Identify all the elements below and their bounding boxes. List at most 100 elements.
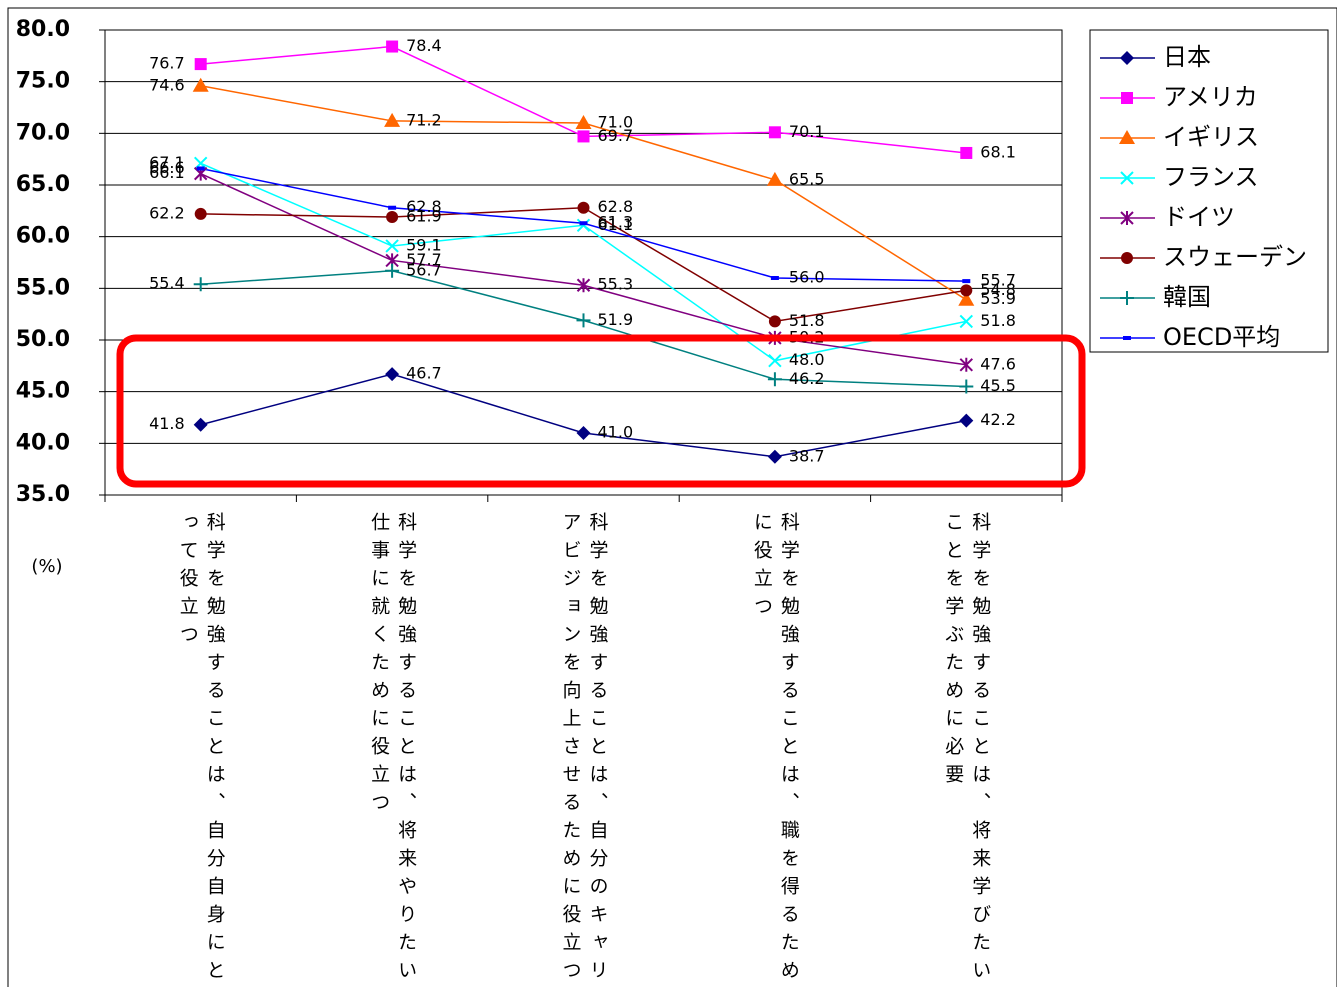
marker [577, 201, 590, 214]
data-label: 69.7 [598, 126, 634, 145]
marker [962, 279, 971, 284]
data-label: 70.1 [789, 122, 825, 141]
data-label: 48.0 [789, 350, 825, 369]
x-tick-label: 科学を勉強することは、将来学びたいことを学ぶために必要 [942, 512, 992, 987]
marker [960, 146, 973, 159]
legend-label: アメリカ [1163, 83, 1258, 111]
marker [959, 314, 974, 329]
marker [385, 263, 400, 278]
marker [958, 291, 975, 306]
marker [576, 278, 591, 293]
legend-marker [1121, 252, 1133, 264]
marker [388, 205, 397, 210]
marker [386, 40, 399, 53]
data-label: 65.5 [789, 169, 825, 188]
data-label: 62.8 [598, 197, 634, 216]
marker [960, 284, 973, 297]
data-label: 38.7 [789, 446, 825, 465]
data-label: 61.1 [598, 215, 634, 234]
marker [959, 379, 974, 394]
legend-label: 日本 [1163, 43, 1211, 71]
data-label: 46.2 [789, 369, 825, 388]
y-tick-label: 45.0 [16, 379, 70, 404]
marker [768, 353, 782, 368]
legend-marker [1120, 171, 1134, 185]
legend-label: ドイツ [1163, 203, 1235, 231]
marker [384, 112, 401, 127]
data-label: 42.2 [980, 410, 1016, 429]
data-label: 66.1 [149, 163, 185, 182]
data-label: 41.8 [149, 414, 185, 433]
marker [576, 426, 591, 440]
frame [7, 7, 1337, 987]
data-label: 56.7 [406, 260, 442, 279]
legend-label: スウェーデン [1163, 243, 1307, 271]
highlight-box [116, 334, 1086, 488]
y-tick-label: 65.0 [16, 172, 70, 197]
data-label: 78.4 [406, 36, 442, 55]
y-tick-label: 50.0 [16, 327, 70, 352]
marker [768, 315, 781, 328]
marker [767, 372, 782, 387]
marker [386, 211, 399, 224]
marker [768, 126, 781, 139]
data-label: 51.9 [598, 310, 634, 329]
data-label: 55.7 [980, 271, 1016, 290]
marker [385, 239, 399, 253]
data-label: 55.3 [598, 275, 634, 294]
data-label: 71.2 [406, 110, 442, 129]
marker [576, 313, 591, 328]
legend-label: OECD平均 [1163, 323, 1280, 351]
data-label: 56.0 [789, 268, 825, 287]
data-label: 74.6 [149, 75, 185, 94]
data-label: 61.3 [598, 213, 634, 232]
data-label: 59.1 [406, 235, 442, 254]
data-label: 54.8 [980, 280, 1016, 299]
data-label: 61.9 [406, 207, 442, 226]
x-tick-label: 科学を勉強することは、将来やりたい仕事に就くために役立つ [368, 512, 418, 987]
marker [959, 413, 974, 428]
data-label: 47.6 [980, 354, 1016, 373]
marker [193, 277, 208, 292]
marker [770, 276, 779, 280]
data-label: 57.7 [406, 250, 442, 269]
y-unit: (%) [31, 556, 62, 577]
y-tick-label: 70.0 [16, 120, 70, 145]
y-tick-label: 80.0 [16, 17, 70, 42]
data-label: 41.0 [598, 423, 634, 442]
data-label: 71.0 [598, 113, 634, 132]
marker [194, 207, 207, 220]
marker [194, 58, 207, 71]
legend-label: フランス [1163, 163, 1259, 191]
data-label: 76.7 [149, 54, 185, 73]
legend-marker [1120, 51, 1134, 65]
data-label: 66.6 [149, 158, 185, 177]
legend-marker [1121, 92, 1133, 104]
legend-label: 韓国 [1163, 283, 1211, 311]
y-tick-label: 55.0 [16, 275, 70, 300]
y-tick-label: 60.0 [16, 224, 70, 249]
marker [959, 357, 974, 372]
marker [196, 166, 205, 171]
x-tick-label: 科学を勉強することは、自分自身にとって役立つ [176, 512, 226, 987]
data-label: 46.7 [406, 364, 442, 383]
data-label: 62.8 [406, 197, 442, 216]
data-label: 51.8 [789, 311, 825, 330]
data-label: 67.1 [149, 153, 185, 172]
marker [577, 130, 590, 143]
data-label: 62.2 [149, 203, 185, 222]
marker [575, 115, 592, 129]
marker [193, 417, 208, 432]
data-label: 51.8 [980, 311, 1016, 330]
marker [766, 171, 783, 186]
data-label: 68.1 [980, 142, 1016, 161]
data-label: 45.5 [980, 376, 1016, 395]
marker [385, 367, 400, 382]
legend-marker [1120, 291, 1134, 305]
x-tick-label: 科学を勉強することは、自分のキャリアビジョンを向上させるために役立つ [559, 512, 609, 987]
x-tick-label: 科学を勉強することは、職を得るために役立つ [750, 512, 800, 987]
y-tick-label: 35.0 [16, 482, 70, 507]
marker [192, 77, 209, 92]
